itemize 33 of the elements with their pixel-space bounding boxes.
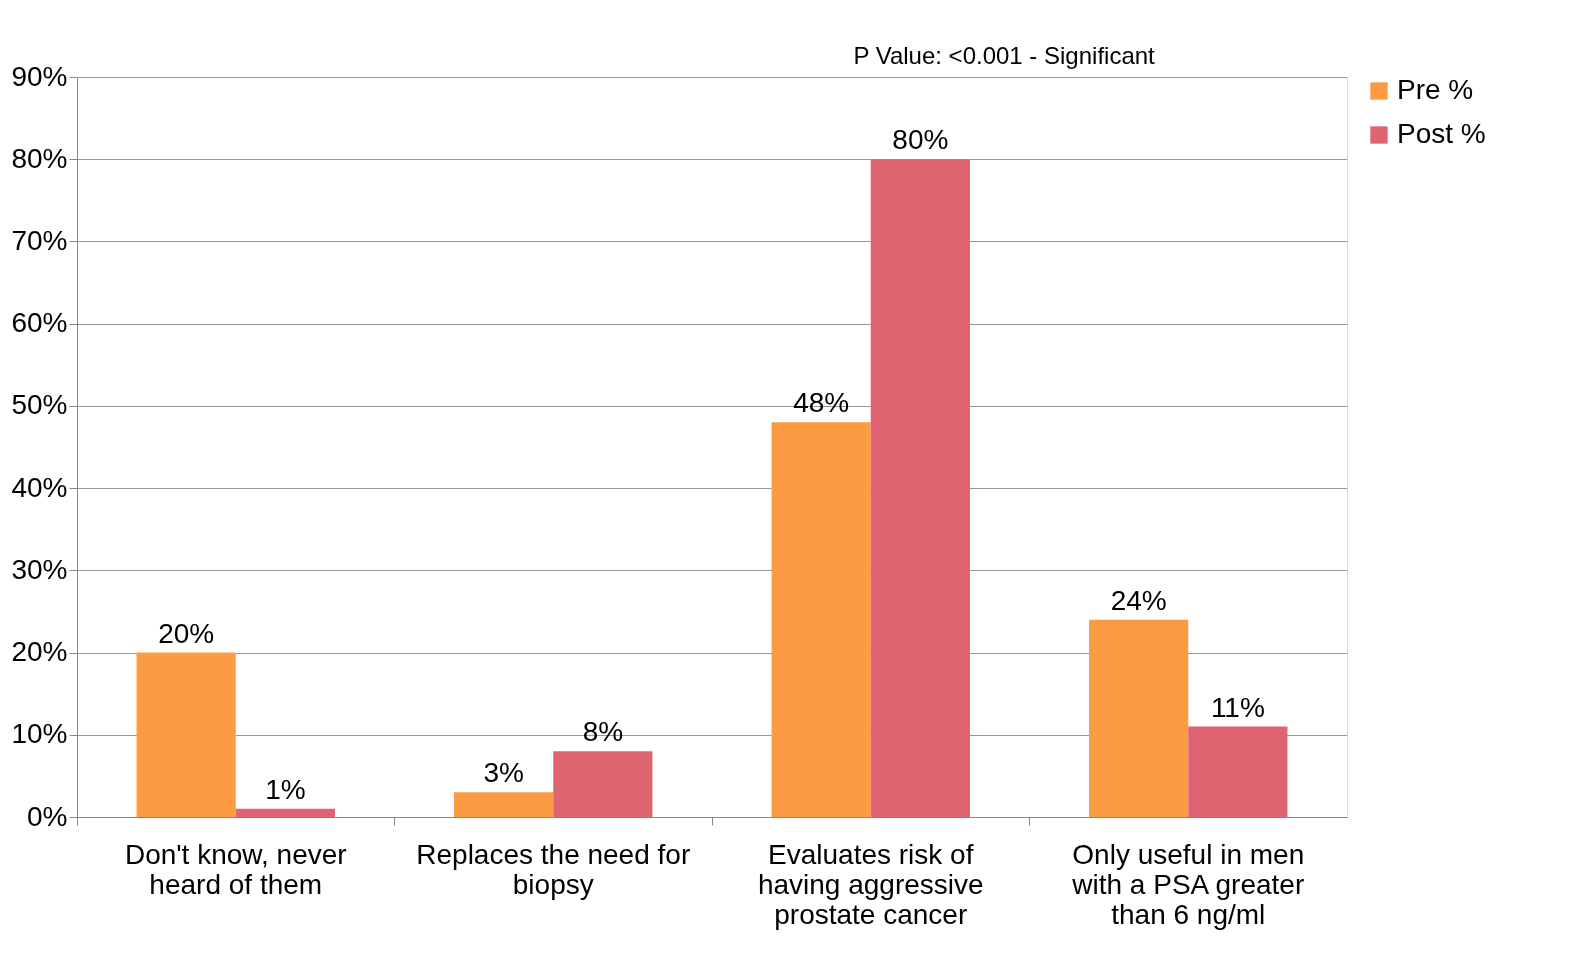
y-tick-label: 70% — [11, 224, 68, 256]
bar — [553, 751, 653, 817]
x-tick-label: Only useful in men with a PSA greater than 6 ng/ml — [1071, 838, 1305, 930]
data-label: 48% — [793, 387, 850, 419]
y-tick-label: 10% — [11, 718, 68, 750]
data-label: 20% — [158, 617, 215, 649]
y-tick-label: 20% — [11, 636, 68, 668]
data-label: 80% — [892, 124, 949, 156]
x-tick-label: Evaluates risk of having aggressive prostate cancer — [757, 838, 984, 930]
data-label: 3% — [483, 757, 524, 789]
data-label: 11% — [1210, 691, 1265, 723]
y-tick-label: 50% — [11, 389, 68, 421]
x-tick-label: Don't know, never heard of them — [124, 838, 347, 900]
data-label: 24% — [1110, 584, 1167, 616]
bar — [1188, 726, 1288, 817]
legend-label: Post % — [1397, 118, 1486, 149]
y-tick-label: 60% — [11, 307, 68, 339]
data-label: 1% — [265, 773, 306, 805]
y-tick-label: 40% — [11, 471, 68, 503]
bar — [771, 422, 871, 817]
y-tick-label: 30% — [11, 553, 68, 585]
y-tick-label: 80% — [11, 142, 68, 174]
bar — [454, 792, 554, 817]
y-tick-label: 90% — [11, 60, 68, 92]
text: P Value: <0.001 - Significant — [853, 42, 1156, 69]
legend-label: Pre % — [1397, 74, 1474, 105]
bar — [235, 808, 335, 817]
x-tick-label: Replaces the need for biopsy — [416, 838, 691, 900]
data-label: 8% — [582, 716, 624, 748]
bar — [1089, 619, 1189, 817]
bar — [870, 159, 970, 817]
bar — [136, 652, 236, 817]
y-tick-label: 0% — [27, 800, 68, 832]
